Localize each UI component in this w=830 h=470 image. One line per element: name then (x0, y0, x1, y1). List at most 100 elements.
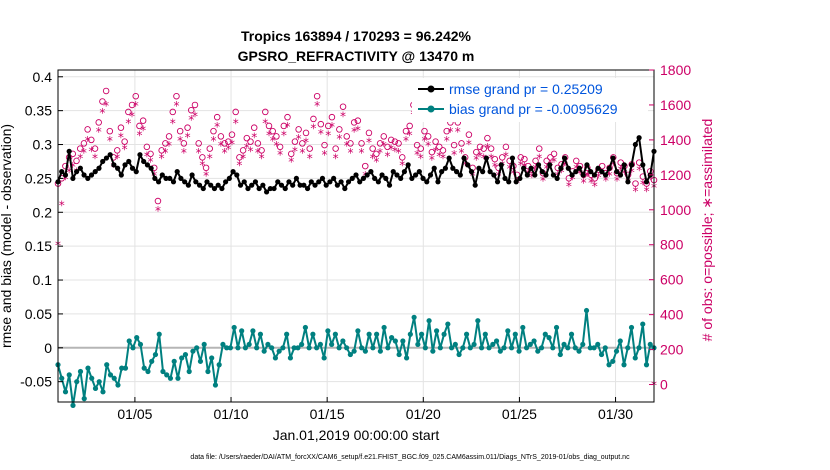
obs-possible-point (295, 126, 302, 133)
rmse-point (245, 185, 251, 192)
bias-point (411, 314, 417, 320)
bias-point (572, 345, 578, 351)
obs-assimilated-point: * (125, 116, 131, 130)
bias-point (587, 345, 593, 351)
bias-point (209, 355, 215, 361)
obs-possible-point (406, 122, 413, 130)
rmse-point (316, 179, 322, 185)
bias-point (632, 355, 638, 361)
obs-possible-point (343, 133, 350, 140)
obs-possible-point (199, 154, 206, 161)
obs-assimilated-point: * (218, 139, 224, 153)
bias-point (501, 345, 507, 351)
obs-possible-point (88, 136, 95, 144)
bias-point (340, 338, 346, 344)
bias-point (287, 355, 294, 361)
rmse-point (427, 172, 434, 178)
obs-possible-point (547, 154, 554, 161)
bias-point (314, 345, 320, 351)
bias-point (433, 328, 440, 334)
bias-point (59, 375, 65, 381)
rmse-point (439, 169, 445, 175)
obs-possible-point (202, 164, 210, 172)
rmse-point (416, 169, 422, 175)
bias-point (100, 389, 106, 395)
bias-point (482, 331, 488, 337)
bias-point (137, 341, 144, 348)
legend-rmse-marker (427, 85, 435, 93)
rmse-point (267, 185, 273, 192)
obs-possible-point (413, 141, 421, 149)
obs-possible-point (384, 143, 391, 151)
obs-assimilated-point: * (381, 139, 387, 153)
bias-point (527, 341, 533, 348)
rmse-point (524, 172, 530, 178)
rmse-point (394, 172, 400, 178)
obs-possible-point (328, 113, 336, 121)
rmse-point (74, 169, 80, 175)
bias-point (299, 341, 305, 348)
bias-point (164, 372, 170, 378)
bias-point (261, 348, 267, 354)
bias-point (224, 345, 230, 351)
obs-possible-point (365, 129, 373, 137)
obs-possible-point (502, 143, 510, 151)
rmse-point (167, 175, 173, 182)
obs-possible-point (165, 133, 173, 140)
obs-assimilated-point: * (233, 116, 239, 130)
obs-possible-point (380, 133, 388, 140)
rmse-point (353, 172, 359, 178)
obs-possible-point (210, 127, 217, 135)
obs-assimilated-point: * (173, 99, 179, 113)
obs-possible-point (310, 115, 317, 123)
bias-point (359, 345, 365, 351)
obs-possible-point (436, 143, 443, 151)
obs-assimilated-point: * (296, 132, 302, 146)
rmse-point (62, 172, 69, 178)
bias-point (643, 362, 650, 368)
bias-point (257, 331, 264, 337)
bias-point (96, 379, 102, 385)
rmse-point (450, 165, 456, 171)
obs-assimilated-point: * (347, 146, 353, 160)
obs-assimilated-point: * (99, 106, 105, 120)
obs-assimilated-point: * (155, 204, 161, 218)
rmse-point (453, 169, 460, 175)
rmse-point (643, 179, 650, 185)
rmse-point (372, 175, 378, 182)
obs-possible-point (158, 147, 165, 154)
bias-point (317, 341, 323, 348)
obs-possible-point (369, 145, 376, 152)
obs-possible-point (84, 126, 91, 133)
chart-title-line-1: Tropics 163894 / 170293 = 96.242% (241, 28, 472, 44)
obs-possible-point (498, 154, 506, 161)
bias-point (212, 382, 219, 388)
obs-assimilated-point: * (440, 151, 446, 165)
obs-assimilated-point: * (384, 150, 390, 164)
rmse-point (480, 169, 486, 175)
footer-data-file: data file: /Users/raeder/DAI/ATM_forcXX/… (190, 454, 630, 461)
obs-assimilated-point: * (129, 109, 135, 123)
obs-assimilated-point: * (466, 137, 472, 151)
obs-possible-point (362, 162, 369, 170)
rmse-point (606, 165, 612, 171)
bias-point (621, 362, 627, 368)
obs-possible-point (432, 138, 439, 145)
bias-point (220, 341, 226, 348)
bias-point (441, 331, 447, 337)
bias-point (310, 331, 316, 337)
obs-possible-point (313, 92, 321, 100)
bias-point (205, 368, 211, 375)
obs-assimilated-point: * (266, 129, 272, 143)
obs-assimilated-point: * (281, 129, 287, 143)
rmse-point (331, 175, 337, 182)
obs-possible-point (291, 138, 299, 145)
obs-assimilated-point: * (473, 153, 479, 167)
obs-possible-point (458, 140, 465, 147)
bias-point (197, 358, 204, 364)
rmse-point (491, 172, 497, 178)
y-tick-label: 0.35 (25, 103, 52, 119)
y-tick-label: 0.15 (25, 238, 52, 254)
bias-point (508, 345, 515, 351)
